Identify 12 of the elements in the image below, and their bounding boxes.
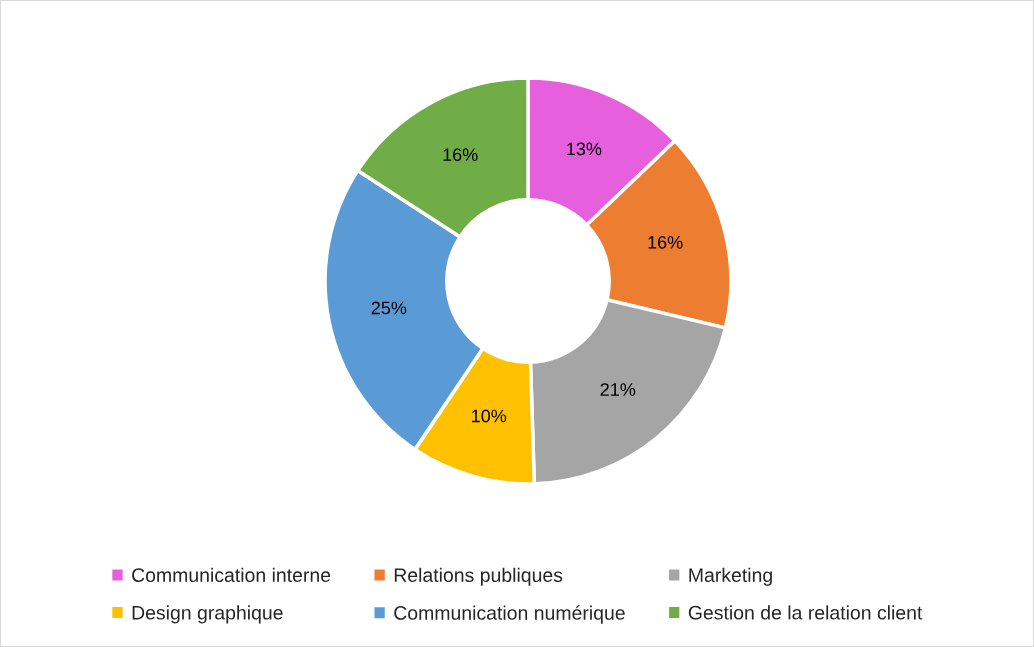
legend-label: Gestion de la relation client [688, 605, 923, 620]
legend-label: Relations publiques [394, 567, 563, 586]
data-label: 16% [443, 148, 478, 162]
legend-label: Communication interne [132, 567, 331, 583]
data-label: 13% [567, 142, 602, 156]
legend-label: Communication numérique [394, 605, 625, 624]
data-label: 21% [600, 383, 636, 396]
data-label: 10% [472, 409, 507, 423]
data-label: 16% [648, 235, 683, 249]
data-label: 25% [371, 301, 407, 315]
legend-label: Marketing [689, 567, 772, 586]
legend-label: Design graphique [132, 605, 283, 624]
